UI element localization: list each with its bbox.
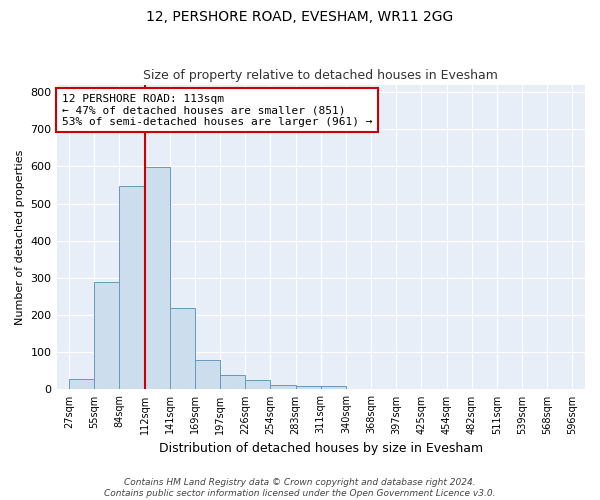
Bar — [245, 380, 271, 390]
Text: 12, PERSHORE ROAD, EVESHAM, WR11 2GG: 12, PERSHORE ROAD, EVESHAM, WR11 2GG — [146, 10, 454, 24]
Bar — [195, 360, 220, 390]
Text: Contains HM Land Registry data © Crown copyright and database right 2024.
Contai: Contains HM Land Registry data © Crown c… — [104, 478, 496, 498]
Bar — [69, 380, 94, 390]
Text: 12 PERSHORE ROAD: 113sqm
← 47% of detached houses are smaller (851)
53% of semi-: 12 PERSHORE ROAD: 113sqm ← 47% of detach… — [62, 94, 373, 127]
Bar — [271, 385, 296, 390]
Bar — [170, 308, 195, 390]
X-axis label: Distribution of detached houses by size in Evesham: Distribution of detached houses by size … — [159, 442, 483, 455]
Title: Size of property relative to detached houses in Evesham: Size of property relative to detached ho… — [143, 69, 498, 82]
Bar — [145, 168, 170, 390]
Y-axis label: Number of detached properties: Number of detached properties — [15, 150, 25, 324]
Bar — [119, 186, 145, 390]
Bar — [94, 282, 119, 390]
Bar — [321, 386, 346, 390]
Bar — [220, 376, 245, 390]
Bar — [296, 386, 321, 390]
